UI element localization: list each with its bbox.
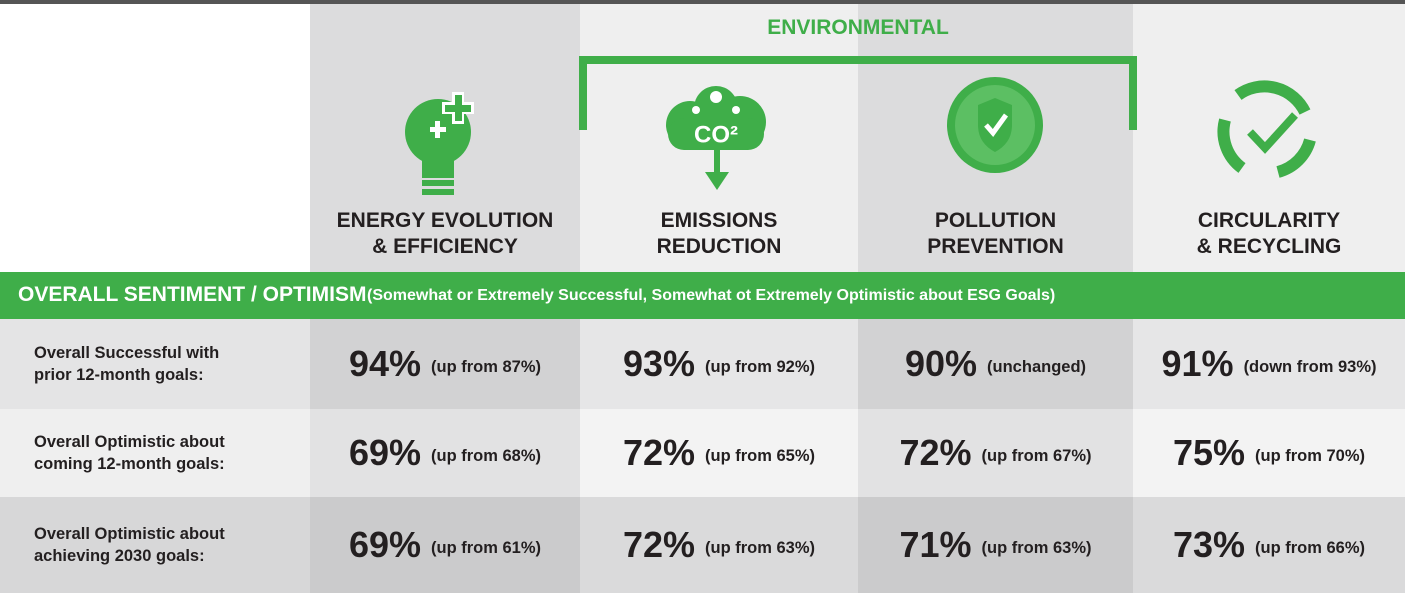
cell-value: 73% — [1172, 524, 1246, 565]
row-label-line: coming 12-month goals: — [34, 455, 225, 473]
table-cell: 72% (up from 67%) — [858, 409, 1133, 497]
table-cell: 73% (up from 66%) — [1133, 497, 1405, 593]
row-label-line: achieving 2030 goals: — [34, 547, 205, 565]
column-label-line: EMISSIONS — [660, 209, 778, 232]
table-cell: 69% (up from 61%) — [310, 497, 580, 593]
icons: CO² — [405, 56, 1316, 195]
table-cell: 90% (unchanged) — [858, 319, 1133, 409]
table-cell: 69% (up from 68%) — [310, 409, 580, 497]
cell-value: 69% — [348, 432, 422, 473]
cell-note: (up from 87%) — [431, 357, 542, 376]
row-label-line: prior 12-month goals: — [34, 366, 204, 384]
table-row: Overall Optimistic about coming 12-month … — [0, 409, 1405, 497]
cell-note: (up from 92%) — [705, 357, 816, 376]
table-cell: 93% (up from 92%) — [580, 319, 858, 409]
table-cell: 91% (down from 93%) — [1133, 319, 1405, 409]
group-bracket — [579, 56, 1137, 130]
table-cell: 94% (up from 87%) — [310, 319, 580, 409]
cell-value: 91% — [1161, 343, 1234, 384]
bulb-icon — [405, 92, 474, 195]
cell-note: (up from 66%) — [1255, 538, 1366, 557]
column-label-line: POLLUTION — [934, 209, 1057, 232]
globe-icon — [947, 77, 1043, 173]
cell-note: (up from 68%) — [431, 446, 542, 465]
recycle-icon — [1217, 80, 1316, 178]
cell-note: (up from 67%) — [981, 446, 1092, 465]
column-label: CIRCULARITY & RECYCLING — [1133, 208, 1405, 260]
row-label: Overall Successful with prior 12-month go… — [0, 319, 310, 409]
table-cell: 75% (up from 70%) — [1133, 409, 1405, 497]
cell-note: (down from 93%) — [1243, 357, 1377, 376]
column-label: EMISSIONS REDUCTION — [580, 208, 858, 260]
banner-subtitle: (Somewhat or Extremely Successful, Somew… — [367, 287, 1056, 304]
column-bg — [1133, 0, 1405, 272]
cell-value: 93% — [622, 343, 696, 384]
table-cell: 72% (up from 65%) — [580, 409, 858, 497]
cell-note: (up from 63%) — [705, 538, 816, 557]
column-label-line: & RECYCLING — [1196, 235, 1342, 258]
row-label-line: Overall Successful with — [34, 344, 220, 362]
cell-value: 71% — [899, 524, 972, 565]
cell-value: 75% — [1172, 432, 1246, 473]
cell-value: 90% — [904, 343, 978, 384]
banner-title: OVERALL SENTIMENT / OPTIMISM — [18, 283, 367, 306]
column-label-line: REDUCTION — [656, 235, 782, 258]
co2-label: CO² — [694, 121, 738, 148]
row-label-line: Overall Optimistic about — [34, 433, 225, 451]
cell-value: 94% — [348, 343, 422, 384]
cell-value: 72% — [899, 432, 972, 473]
table-cell: 72% (up from 63%) — [580, 497, 858, 593]
cell-note: (up from 61%) — [431, 538, 542, 557]
cell-value: 72% — [622, 524, 696, 565]
cell-note: (unchanged) — [987, 357, 1087, 376]
table-cell: 71% (up from 63%) — [858, 497, 1133, 593]
column-label-line: CIRCULARITY — [1197, 209, 1341, 232]
column-label-line: ENERGY EVOLUTION — [336, 209, 554, 232]
column-label: ENERGY EVOLUTION & EFFICIENCY — [310, 208, 580, 260]
table-row: Overall Optimistic about achieving 2030 g… — [0, 497, 1405, 593]
top-border — [0, 0, 1405, 4]
column-label: POLLUTION PREVENTION — [858, 208, 1133, 260]
cloud-icon — [666, 86, 766, 190]
cell-note: (up from 65%) — [705, 446, 816, 465]
cell-note: (up from 63%) — [981, 538, 1092, 557]
row-label-line: Overall Optimistic about — [34, 525, 225, 543]
row-label: Overall Optimistic about achieving 2030 g… — [0, 497, 310, 593]
cell-value: 69% — [348, 524, 422, 565]
banner: OVERALL SENTIMENT / OPTIMISM (Somewhat o… — [0, 272, 1405, 319]
group-label: ENVIRONMENTAL — [767, 16, 949, 39]
cell-value: 72% — [622, 432, 696, 473]
table-row: Overall Successful with prior 12-month go… — [0, 319, 1405, 409]
column-label-line: PREVENTION — [927, 235, 1064, 258]
row-label: Overall Optimistic about coming 12-month … — [0, 409, 310, 497]
cell-note: (up from 70%) — [1255, 446, 1366, 465]
column-label-line: & EFFICIENCY — [372, 235, 518, 258]
